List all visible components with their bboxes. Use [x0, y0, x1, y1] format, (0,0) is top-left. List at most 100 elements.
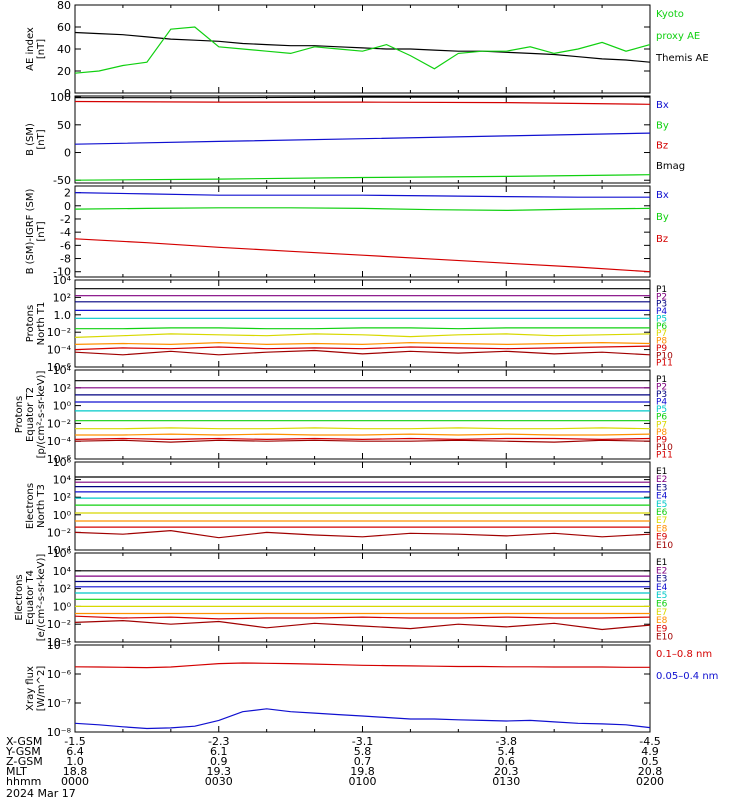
panel-frame	[74, 552, 651, 643]
legend-entry: P2	[656, 383, 667, 393]
footer-value: 20.3	[494, 765, 519, 778]
series-line-bz	[74, 238, 651, 273]
series-line-e9	[74, 615, 651, 620]
y-axis-label: Equator T4	[25, 570, 36, 625]
footer-row-label: X-GSM	[6, 735, 42, 748]
y-tick-label: 10⁻⁸	[47, 726, 72, 739]
y-axis-label: [e/(cm²-s-sr-keV)]	[36, 554, 47, 642]
footer-value: 0.9	[210, 755, 228, 768]
legend-entry: P8	[656, 428, 667, 438]
legend-entry: By	[656, 212, 669, 223]
y-tick-label: -50	[53, 174, 71, 187]
legend-entry: P8	[656, 337, 667, 347]
y-tick-label: 10⁻⁴	[47, 544, 72, 557]
legend-entry: Bx	[656, 190, 669, 201]
legend-entry: Bz	[656, 141, 668, 152]
footer-row-label: Y-GSM	[5, 745, 41, 758]
footer-row-label: hhmm	[6, 775, 41, 788]
series-line-themis-ae	[74, 31, 651, 63]
panel-frame	[74, 369, 651, 460]
footer-value: 0100	[349, 775, 377, 788]
legend-entry: Themis AE	[655, 53, 709, 64]
series-line-bx	[74, 132, 651, 145]
legend-entry: Bmag	[656, 161, 685, 172]
legend-entry: proxy AE	[656, 31, 700, 42]
legend-entry: P3	[656, 300, 667, 310]
series-line-p9	[74, 437, 651, 441]
footer-value: 6.4	[66, 745, 84, 758]
legend-entry: P2	[656, 292, 667, 302]
series-line-e10	[74, 619, 651, 631]
y-axis-label: [nT]	[36, 39, 47, 59]
series-line-by	[74, 174, 651, 181]
legend-entry: P5	[656, 405, 667, 415]
legend-entry: P10	[656, 443, 673, 453]
footer-row-label: Z-GSM	[6, 755, 43, 768]
series-line-bz	[74, 100, 651, 105]
footer-value: 4.9	[641, 745, 659, 758]
y-tick-label: -4	[60, 226, 71, 239]
footer-value: -3.1	[352, 735, 373, 748]
series-line-p8	[75, 433, 651, 436]
y-axis-label: North T3	[36, 484, 47, 528]
y-axis-label: B (SM)	[25, 123, 36, 156]
y-tick-label: 1.0	[54, 309, 72, 322]
y-axis-label: Electrons	[25, 483, 36, 529]
legend-entry: E2	[656, 475, 667, 485]
series-line-p7	[74, 333, 651, 338]
date-label: 2024 Mar 17	[6, 787, 76, 800]
y-tick-label: 0	[64, 87, 71, 100]
series-line-0-05-0-4-nm	[74, 708, 651, 730]
y-tick-label: 10⁴	[53, 364, 72, 377]
y-tick-label: 40	[57, 43, 71, 56]
legend-entry: E5	[656, 500, 667, 510]
y-tick-label: 80	[57, 0, 71, 12]
y-tick-label: 10⁴	[53, 474, 72, 487]
legend-entry: 0.1–0.8 nm	[656, 649, 712, 660]
series-line-p10	[74, 349, 651, 356]
legend-entry: P10	[656, 351, 673, 361]
legend-entry: P5	[656, 314, 667, 324]
y-tick-label: 10²	[53, 291, 71, 304]
footer-value: 0200	[636, 775, 664, 788]
legend-entry: P7	[656, 329, 667, 339]
series-line-bmag	[75, 96, 651, 99]
footer-value: -3.8	[496, 735, 517, 748]
footer-value: 19.8	[350, 765, 375, 778]
footer-value: 5.8	[354, 745, 372, 758]
y-tick-label: 10⁴	[53, 274, 72, 287]
panel-frame	[74, 95, 651, 184]
legend-entry: E1	[656, 467, 667, 477]
y-tick-label: 10⁰	[53, 400, 72, 413]
series-line-kyoto-proxy-ae	[74, 26, 651, 74]
y-tick-label: 10⁻²	[47, 526, 71, 539]
legend-entry: E9	[656, 533, 668, 543]
footer-value: -2.3	[208, 735, 229, 748]
footer-value: 20.8	[638, 765, 663, 778]
series-line-bx	[74, 192, 650, 198]
panel-frame	[74, 185, 651, 278]
y-tick-label: 10⁻²	[47, 618, 71, 631]
y-tick-label: 10⁻⁴	[47, 435, 72, 448]
series-line-p6	[75, 327, 650, 330]
legend-entry: E8	[656, 616, 668, 626]
y-tick-label: -2	[60, 213, 71, 226]
legend-entry: P11	[656, 359, 673, 369]
y-tick-label: 60	[57, 21, 71, 34]
y-tick-label: 10²	[53, 583, 71, 596]
y-tick-label: 10²	[53, 382, 71, 395]
panel-frame	[74, 644, 651, 733]
y-axis-label: [nT]	[36, 129, 47, 149]
y-axis-label: B (SM)-IGRF (SM)	[25, 189, 36, 275]
y-tick-label: -8	[60, 253, 71, 266]
y-tick-label: 100	[50, 91, 71, 104]
y-tick-label: 10⁻⁴	[47, 636, 72, 649]
legend-entry: P4	[656, 398, 667, 408]
y-tick-label: 10⁰	[53, 509, 72, 522]
legend-entry: E10	[656, 633, 673, 643]
y-tick-label: -6	[60, 239, 71, 252]
panel-5: 10⁴ 10² 10⁰ 10⁻² 10⁻⁴ 10⁻⁶ Protons Equator T2 [p…	[14, 364, 673, 466]
y-tick-label: 10⁻²	[47, 326, 71, 339]
footer-value: 19.3	[207, 765, 232, 778]
